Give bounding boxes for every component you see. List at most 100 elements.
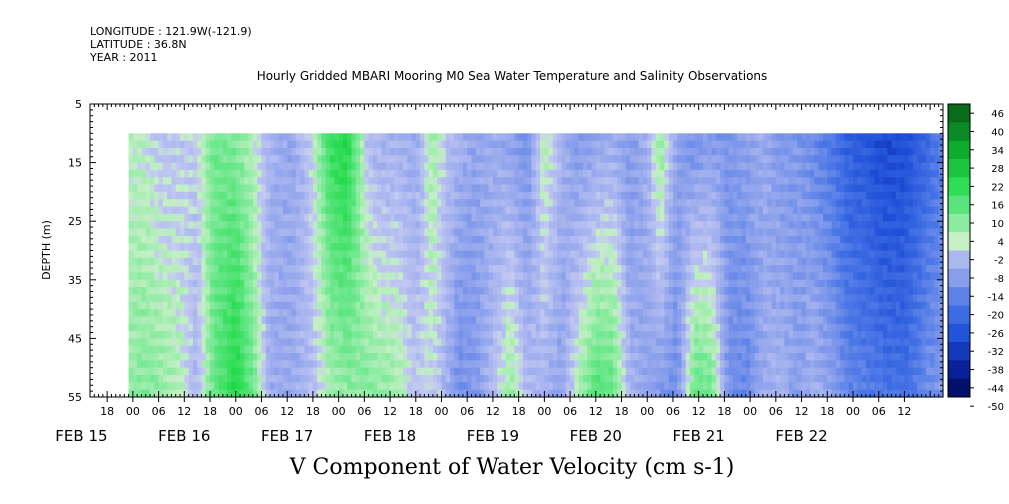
heatmap-cell: [432, 279, 438, 288]
heatmap-cell: [295, 323, 301, 332]
heatmap-cell: [462, 265, 468, 274]
heatmap-cell: [274, 250, 280, 259]
heatmap-cell: [342, 279, 348, 288]
heatmap-cell: [548, 338, 554, 347]
heatmap-cell: [278, 213, 284, 222]
heatmap-cell: [184, 228, 190, 237]
heatmap-cell: [180, 272, 185, 281]
heatmap-cell: [287, 375, 293, 383]
heatmap-cell: [711, 191, 717, 200]
heatmap-cell: [231, 382, 237, 391]
heatmap-cell: [475, 338, 481, 347]
heatmap-cell: [634, 287, 640, 296]
heatmap-cell: [334, 309, 340, 318]
heatmap-cell: [141, 184, 147, 193]
heatmap-cell: [265, 294, 271, 303]
heatmap-cell: [681, 279, 687, 288]
heatmap-cell: [390, 213, 395, 222]
heatmap-cell: [402, 360, 408, 369]
heatmap-cell: [355, 367, 361, 376]
heatmap-cell: [347, 301, 353, 310]
heatmap-cell: [587, 323, 593, 332]
heatmap-cell: [660, 155, 665, 164]
heatmap-cell: [574, 177, 580, 186]
heatmap-cell: [608, 382, 614, 391]
heatmap-cell: [321, 221, 327, 230]
heatmap-cell: [471, 287, 477, 296]
heatmap-cell: [398, 257, 404, 266]
heatmap-cell: [685, 206, 691, 215]
heatmap-cell: [638, 353, 644, 361]
heatmap-cell: [137, 316, 143, 325]
heatmap-cell: [707, 147, 713, 156]
heatmap-cell: [638, 338, 644, 347]
heatmap-cell: [214, 323, 220, 332]
heatmap-cell: [210, 309, 215, 318]
heatmap-cell: [544, 235, 550, 244]
heatmap-cell: [347, 367, 353, 376]
heatmap-cell: [128, 140, 134, 149]
heatmap-cell: [150, 301, 155, 310]
heatmap-cell: [150, 199, 155, 208]
heatmap-cell: [707, 184, 713, 193]
heatmap-cell: [677, 316, 683, 325]
heatmap-cell: [702, 162, 708, 171]
heatmap-cell: [197, 287, 203, 296]
heatmap-cell: [437, 309, 443, 318]
heatmap-cell: [394, 162, 400, 171]
heatmap-cell: [248, 272, 254, 281]
heatmap-cell: [257, 147, 263, 156]
heatmap-cell: [591, 250, 597, 259]
heatmap-cell: [432, 155, 438, 164]
heatmap-cell: [312, 353, 318, 361]
heatmap-cell: [450, 316, 455, 325]
heatmap-cell: [638, 162, 644, 171]
heatmap-cell: [621, 140, 627, 149]
heatmap-cell: [218, 213, 224, 222]
heatmap-cell: [501, 221, 507, 230]
heatmap-cell: [227, 331, 233, 339]
heatmap-cell: [347, 316, 353, 325]
heatmap-cell: [355, 265, 361, 274]
heatmap-cell: [158, 184, 164, 193]
heatmap-cell: [587, 338, 593, 347]
heatmap-cell: [484, 140, 490, 149]
heatmap-cell: [544, 162, 550, 171]
heatmap-cell: [647, 287, 653, 296]
heatmap-cell: [672, 169, 678, 178]
heatmap-cell: [282, 199, 288, 208]
heatmap-cell: [484, 169, 490, 178]
heatmap-cell: [368, 257, 374, 266]
heatmap-cell: [188, 375, 194, 383]
heatmap-cell: [630, 360, 635, 369]
heatmap-cell: [364, 338, 370, 347]
heatmap-cell: [368, 191, 374, 200]
heatmap-cell: [158, 177, 164, 186]
heatmap-cell: [505, 184, 511, 193]
heatmap-cell: [707, 221, 713, 230]
heatmap-cell: [694, 331, 700, 339]
heatmap-cell: [167, 191, 173, 200]
heatmap-cell: [445, 184, 451, 193]
heatmap-cell: [321, 257, 327, 266]
heatmap-cell: [522, 353, 528, 361]
heatmap-cell: [642, 191, 648, 200]
heatmap-cell: [467, 199, 473, 208]
heatmap-cell: [514, 323, 520, 332]
heatmap-cell: [312, 338, 318, 347]
heatmap-cell: [690, 331, 695, 339]
heatmap-cell: [192, 338, 198, 347]
heatmap-cell: [274, 184, 280, 193]
heatmap-cell: [175, 147, 181, 156]
heatmap-cell: [518, 265, 524, 274]
heatmap-cell: [270, 243, 275, 252]
heatmap-cell: [715, 272, 721, 281]
heatmap-cell: [338, 155, 344, 164]
heatmap-cell: [462, 272, 468, 281]
heatmap-cell: [308, 353, 314, 361]
heatmap-cell: [492, 250, 498, 259]
heatmap-cell: [715, 338, 721, 347]
heatmap-cell: [415, 191, 421, 200]
heatmap-cell: [574, 206, 580, 215]
heatmap-cell: [295, 162, 301, 171]
